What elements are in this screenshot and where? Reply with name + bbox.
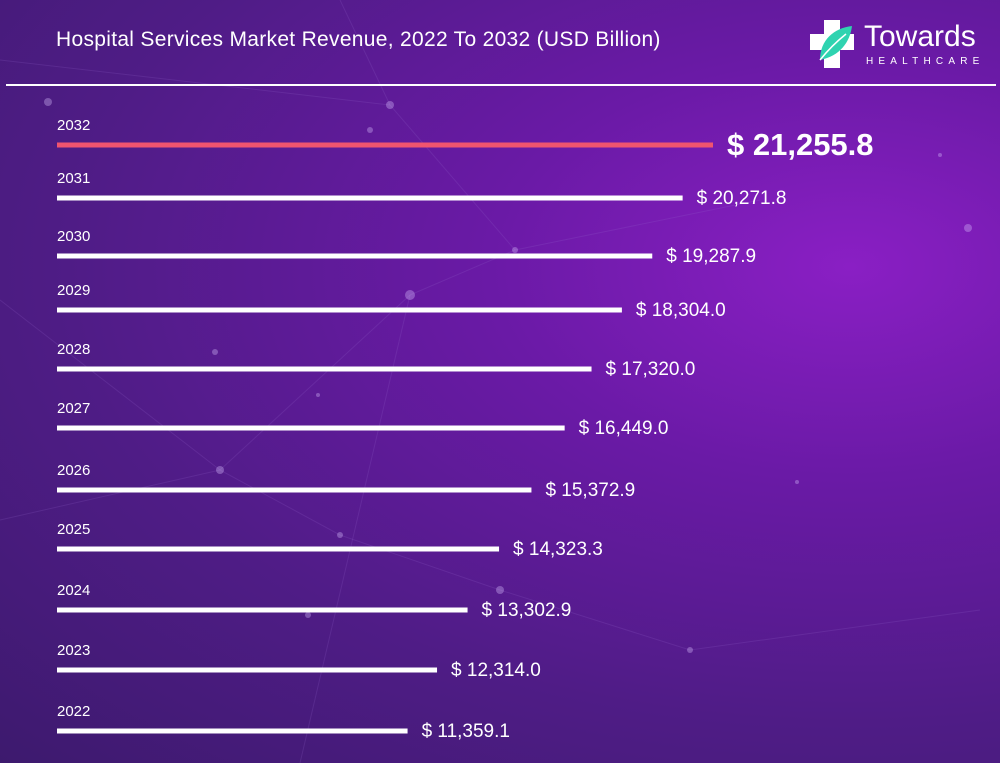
year-label-2026: 2026 [57, 462, 90, 479]
logo-subtitle: HEALTHCARE [866, 56, 985, 67]
value-label-2031: $ 20,271.8 [697, 188, 787, 209]
bar-2030 [57, 253, 653, 259]
value-label-2029: $ 18,304.0 [636, 300, 726, 321]
bar-2027 [57, 425, 565, 431]
value-label-2023: $ 12,314.0 [451, 660, 541, 681]
year-label-2025: 2025 [57, 521, 90, 538]
medical-cross-icon [810, 20, 854, 68]
year-label-2028: 2028 [57, 341, 90, 358]
bar-2025 [57, 546, 500, 552]
year-label-2023: 2023 [57, 642, 90, 659]
value-label-2022: $ 11,359.1 [422, 721, 510, 742]
value-label-2024: $ 13,302.9 [482, 600, 572, 621]
towards-healthcare-logo: Towards HEALTHCARE [806, 16, 986, 72]
chart-title: Hospital Services Market Revenue, 2022 T… [56, 28, 661, 51]
value-label-2027: $ 16,449.0 [579, 418, 669, 439]
value-label-2032: $ 21,255.8 [727, 127, 874, 162]
year-label-2022: 2022 [57, 703, 90, 720]
value-label-2028: $ 17,320.0 [606, 359, 696, 380]
year-label-2030: 2030 [57, 228, 90, 245]
value-label-2026: $ 15,372.9 [545, 480, 635, 501]
bar-2022 [57, 728, 408, 734]
value-label-2025: $ 14,323.3 [513, 539, 603, 560]
year-label-2029: 2029 [57, 282, 90, 299]
year-label-2032: 2032 [57, 117, 90, 134]
bar-2032 [57, 142, 713, 148]
bar-2031 [57, 195, 683, 201]
year-label-2027: 2027 [57, 400, 90, 417]
bar-2029 [57, 307, 622, 313]
year-label-2024: 2024 [57, 582, 90, 599]
year-label-2031: 2031 [57, 170, 90, 187]
bar-2023 [57, 667, 438, 673]
value-label-2030: $ 19,287.9 [666, 246, 756, 267]
bar-2024 [57, 607, 468, 613]
bar-2026 [57, 487, 532, 493]
bar-2028 [57, 366, 592, 372]
logo-name: Towards [864, 20, 976, 53]
title-divider [6, 84, 996, 86]
